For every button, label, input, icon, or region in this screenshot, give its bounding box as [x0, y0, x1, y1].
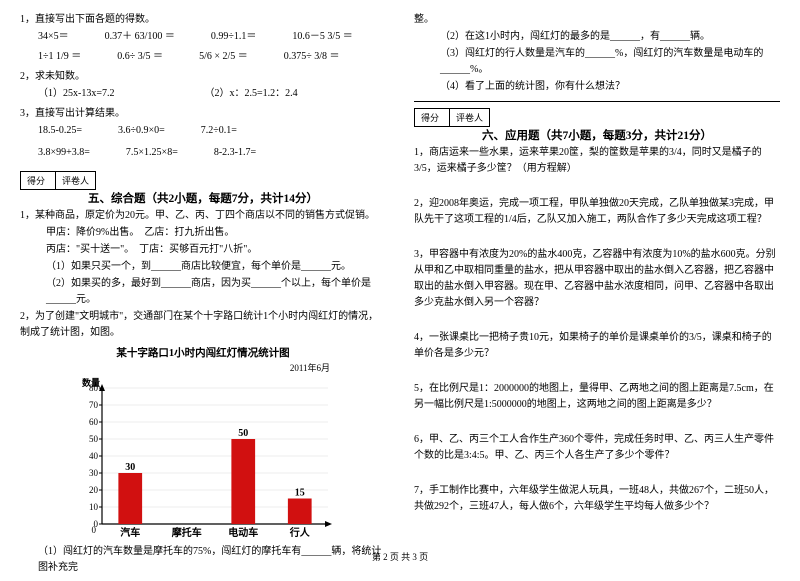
svg-text:15: 15 — [295, 488, 305, 499]
q1-row1: 34×5＝ 0.37＋ 63/100 ＝ 0.99÷1.1＝ 10.6－5 3/… — [20, 29, 386, 45]
expr: 1÷1 1/9 ＝ — [38, 49, 81, 65]
q3-row1: 18.5-0.25= 3.6÷0.9×0= 7.2÷0.1= — [20, 123, 386, 139]
svg-text:40: 40 — [89, 451, 99, 461]
q3-row2: 3.8×99+3.8= 7.5×1.25×8= 8-2.3-1.7= — [20, 145, 386, 161]
svg-text:50: 50 — [238, 428, 248, 439]
expr: 10.6－5 3/5 ＝ — [292, 29, 352, 45]
s5-1a: 甲店：降价9%出售。 乙店：打九折出售。 — [20, 225, 386, 241]
section6-title: 六、应用题（共7小题，每题3分，共计21分） — [414, 127, 780, 145]
r-q7: 7，手工制作比赛中，六年级学生做泥人玩具，一班48人，共做267个，二班50人，… — [414, 483, 780, 515]
expr: 8-2.3-1.7= — [214, 145, 256, 161]
expr: 7.2÷0.1= — [201, 123, 237, 139]
q3-title: 3，直接写出计算结果。 — [20, 106, 386, 122]
q1-row2: 1÷1 1/9 ＝ 0.6÷ 3/5 ＝ 5/6 × 2/5 ＝ 0.375÷ … — [20, 49, 386, 65]
r-q4: 4，一张课桌比一把椅子贵10元，如果椅子的单价是课桌单价的3/5，课桌和椅子的单… — [414, 330, 780, 362]
left-column: 1，直接写出下面各题的得数。 34×5＝ 0.37＋ 63/100 ＝ 0.99… — [20, 12, 386, 577]
score-box: 得分 评卷人 — [414, 108, 490, 127]
svg-text:10: 10 — [89, 502, 99, 512]
expr: 3.8×99+3.8= — [38, 145, 90, 161]
s5-1b: 丙店："买十送一"。 丁店：买够百元打"八折"。 — [20, 242, 386, 258]
score-box: 得分 评卷人 — [20, 171, 96, 190]
grader-label: 评卷人 — [56, 172, 95, 189]
page-footer: 第 2 页 共 3 页 — [0, 550, 800, 563]
svg-text:60: 60 — [89, 417, 99, 427]
expr: 0.375÷ 3/8 ＝ — [284, 49, 340, 65]
svg-text:摩托车: 摩托车 — [172, 526, 202, 539]
expr: 3.6÷0.9×0= — [118, 123, 165, 139]
q2-row: （1）25x-13x=7.2 （2）x：2.5=1.2：2.4 — [20, 86, 386, 102]
expr: 0.37＋ 63/100 ＝ — [105, 29, 175, 45]
grader-label: 评卷人 — [450, 109, 489, 126]
expr: 18.5-0.25= — [38, 123, 82, 139]
r-q3: 3，甲容器中有浓度为20%的盐水400克，乙容器中有浓度为10%的盐水600克。… — [414, 247, 780, 311]
bar-chart: 01020304050607080数量030汽车摩托车50电动车15行人 — [68, 374, 338, 544]
svg-text:20: 20 — [89, 485, 99, 495]
svg-text:50: 50 — [89, 434, 99, 444]
q1-title: 1，直接写出下面各题的得数。 — [20, 12, 386, 28]
chart-date: 2011年6月 — [20, 361, 386, 374]
r-top3: （4）看了上面的统计图，你有什么想法？ — [414, 79, 780, 95]
expr: （2）x：2.5=1.2：2.4 — [204, 86, 297, 102]
right-column: 整。 （2）在这1小时内，闯红灯的最多的是______，有______辆。 （3… — [414, 12, 780, 577]
r-top0: 整。 — [414, 12, 780, 28]
svg-text:行人: 行人 — [289, 526, 311, 539]
s5-1c: （1）如果只买一个，到______商店比较便宜，每个单价是______元。 — [20, 259, 386, 275]
s5-1d: （2）如果买的多，最好到______商店，因为买______个以上，每个单价是_… — [20, 276, 386, 308]
chart-title: 某十字路口1小时内闯红灯情况统计图 — [20, 345, 386, 360]
svg-text:30: 30 — [125, 462, 135, 473]
q2-title: 2，求未知数。 — [20, 69, 386, 85]
score-label: 得分 — [415, 109, 450, 126]
svg-text:30: 30 — [89, 468, 99, 478]
r-q1: 1，商店运来一些水果，运来苹果20筐，梨的筐数是苹果的3/4，同时又是橘子的3/… — [414, 145, 780, 177]
r-q6: 6，甲、乙、丙三个工人合作生产360个零件，完成任务时甲、乙、丙三人生产零件个数… — [414, 432, 780, 464]
svg-text:汽车: 汽车 — [120, 526, 140, 539]
expr: 0.99÷1.1＝ — [211, 29, 257, 45]
r-top2: （3）闯红灯的行人数量是汽车的______%，闯红灯的汽车数量是电动车的____… — [414, 46, 780, 78]
expr: 34×5＝ — [38, 29, 69, 45]
section5-header: 得分 评卷人 — [20, 171, 386, 190]
expr: （1）25x-13x=7.2 — [38, 86, 114, 102]
expr: 5/6 × 2/5 ＝ — [199, 49, 248, 65]
svg-text:70: 70 — [89, 400, 99, 410]
expr: 0.6÷ 3/5 ＝ — [117, 49, 163, 65]
r-q5: 5，在比例尺是1：2000000的地图上，量得甲、乙两地之间的图上距离是7.5c… — [414, 381, 780, 413]
score-label: 得分 — [21, 172, 56, 189]
svg-text:0: 0 — [92, 525, 97, 535]
r-q2: 2，迎2008年奥运，完成一项工程，甲队单独做20天完成，乙队单独做某3完成，甲… — [414, 196, 780, 228]
s5-2: 2，为了创建"文明城市"，交通部门在某个十字路口统计1个小时内闯红灯的情况，制成… — [20, 309, 386, 341]
svg-text:电动车: 电动车 — [228, 526, 258, 539]
expr: 7.5×1.25×8= — [126, 145, 178, 161]
section5-title: 五、综合题（共2小题，每题7分，共计14分） — [20, 190, 386, 208]
chart-block: 某十字路口1小时内闯红灯情况统计图 2011年6月 0 10 20 30 40 50 60 7… — [20, 345, 386, 544]
section6-header: 得分 评卷人 — [414, 108, 780, 127]
svg-text:数量: 数量 — [82, 377, 100, 388]
s5-1: 1，某种商品，原定价为20元。甲、乙、丙、丁四个商店以不同的销售方式促销。 — [20, 208, 386, 224]
r-top1: （2）在这1小时内，闯红灯的最多的是______，有______辆。 — [414, 29, 780, 45]
